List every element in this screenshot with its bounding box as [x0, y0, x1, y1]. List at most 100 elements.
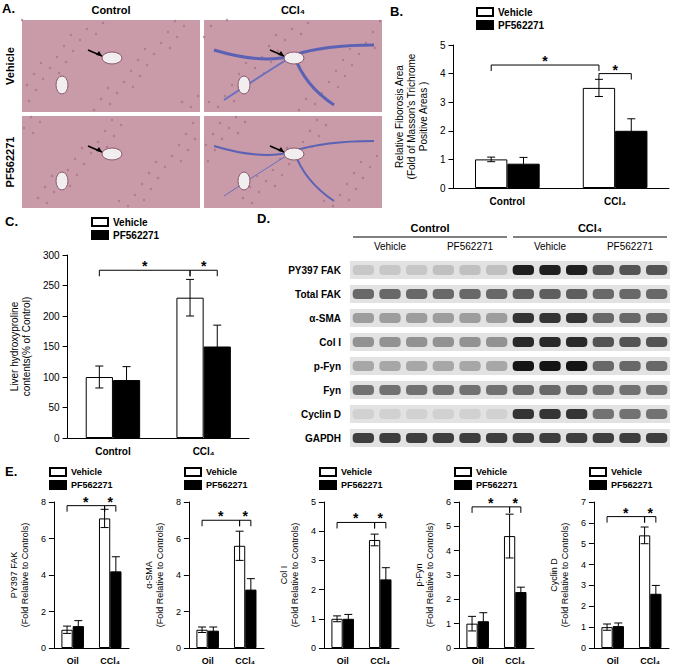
svg-text:A.: A.	[2, 1, 15, 16]
svg-text:2: 2	[440, 125, 446, 136]
svg-text:0: 0	[311, 643, 316, 653]
svg-text:6: 6	[581, 518, 586, 528]
svg-text:4: 4	[581, 560, 586, 570]
svg-text:4: 4	[311, 526, 316, 536]
svg-text:1: 1	[446, 619, 451, 629]
svg-text:PF562271: PF562271	[4, 137, 16, 188]
svg-text:*: *	[488, 495, 494, 511]
svg-text:2: 2	[581, 601, 586, 611]
svg-text:4: 4	[176, 570, 181, 580]
svg-text:0: 0	[581, 643, 586, 653]
svg-text:Vehicle: Vehicle	[374, 241, 407, 252]
svg-text:(Fold Relative to Controls): (Fold Relative to Controls)	[425, 523, 435, 628]
svg-text:contents(% of Control): contents(% of Control)	[21, 297, 32, 397]
svg-text:5: 5	[440, 40, 446, 51]
svg-text:E.: E.	[5, 464, 17, 479]
svg-text:150: 150	[43, 341, 60, 352]
svg-text:(Fold Relative to Controls): (Fold Relative to Controls)	[20, 523, 30, 628]
svg-text:8: 8	[41, 497, 46, 507]
svg-text:Col I: Col I	[319, 337, 341, 348]
svg-text:0: 0	[54, 433, 60, 444]
svg-text:*: *	[83, 494, 89, 510]
svg-text:250: 250	[43, 280, 60, 291]
svg-text:Control: Control	[410, 222, 449, 234]
svg-text:50: 50	[48, 402, 60, 413]
svg-text:Oil: Oil	[472, 656, 484, 666]
svg-text:7: 7	[581, 497, 586, 507]
svg-text:CCl₄: CCl₄	[100, 656, 120, 666]
svg-text:Vehicle: Vehicle	[534, 241, 567, 252]
svg-text:*: *	[647, 505, 653, 521]
svg-text:Positive Areas ): Positive Areas )	[418, 82, 429, 151]
svg-text:*: *	[218, 508, 224, 524]
svg-text:α-SMA: α-SMA	[144, 561, 154, 589]
svg-text:5: 5	[581, 539, 586, 549]
svg-text:6: 6	[41, 534, 46, 544]
svg-text:6: 6	[176, 534, 181, 544]
svg-text:(Fold Relative to Controls): (Fold Relative to Controls)	[155, 523, 165, 628]
svg-text:(Fold Relative to Controls): (Fold Relative to Controls)	[290, 523, 300, 628]
svg-text:PF562271: PF562271	[71, 480, 113, 490]
svg-text:300: 300	[43, 250, 60, 261]
svg-text:3: 3	[311, 555, 316, 565]
svg-text:Oil: Oil	[607, 656, 619, 666]
svg-text:CCl₄: CCl₄	[578, 222, 602, 234]
svg-text:Relative Fiborosis Area: Relative Fiborosis Area	[394, 65, 405, 168]
svg-text:2: 2	[41, 607, 46, 617]
svg-text:100: 100	[43, 372, 60, 383]
svg-text:Vehicle: Vehicle	[113, 217, 148, 228]
svg-text:0: 0	[446, 643, 451, 653]
svg-text:D.: D.	[257, 211, 270, 226]
svg-text:Vehicle: Vehicle	[206, 467, 237, 477]
svg-text:Cyclin D: Cyclin D	[301, 409, 341, 420]
svg-text:0: 0	[41, 643, 46, 653]
svg-text:0: 0	[176, 643, 181, 653]
svg-text:Oil: Oil	[202, 656, 214, 666]
svg-text:Vehicle: Vehicle	[611, 467, 642, 477]
svg-text:1: 1	[311, 614, 316, 624]
svg-text:*: *	[512, 495, 518, 511]
svg-text:4: 4	[41, 570, 46, 580]
svg-text:5: 5	[311, 497, 316, 507]
svg-text:*: *	[542, 53, 548, 69]
svg-text:PF562271: PF562271	[341, 480, 383, 490]
svg-text:Control: Control	[490, 196, 526, 207]
svg-text:6: 6	[446, 497, 451, 507]
svg-text:CCl₄: CCl₄	[505, 656, 525, 666]
svg-text:*: *	[612, 62, 618, 78]
svg-text:4: 4	[440, 68, 446, 79]
svg-text:C.: C.	[5, 214, 18, 229]
svg-text:3: 3	[581, 580, 586, 590]
svg-text:*: *	[142, 258, 148, 274]
svg-text:Vehicle: Vehicle	[71, 467, 102, 477]
svg-text:PY397 FAK: PY397 FAK	[288, 265, 342, 276]
svg-text:(Fold of Masson's Trichrome: (Fold of Masson's Trichrome	[406, 53, 417, 179]
svg-text:Total FAK: Total FAK	[295, 289, 342, 300]
svg-text:2: 2	[311, 585, 316, 595]
svg-text:(Fold Relative to Controls): (Fold Relative to Controls)	[560, 523, 570, 628]
svg-text:PF562271: PF562271	[206, 480, 248, 490]
svg-text:*: *	[377, 510, 383, 526]
svg-text:PY397 FAK: PY397 FAK	[9, 552, 19, 599]
svg-text:*: *	[107, 494, 113, 510]
svg-text:CCl₄: CCl₄	[604, 196, 626, 207]
svg-text:p-Fyn: p-Fyn	[314, 361, 341, 372]
svg-text:Vehicle: Vehicle	[498, 7, 533, 18]
svg-text:p-Fyn: p-Fyn	[414, 563, 424, 586]
svg-text:Control: Control	[91, 4, 130, 16]
svg-text:PF562271: PF562271	[447, 241, 494, 252]
svg-text:4: 4	[446, 546, 451, 556]
svg-text:Cyclin D: Cyclin D	[549, 558, 559, 592]
svg-text:3: 3	[446, 570, 451, 580]
svg-text:PF562271: PF562271	[607, 241, 654, 252]
svg-text:GAPDH: GAPDH	[305, 433, 341, 444]
svg-text:Fyn: Fyn	[323, 385, 341, 396]
svg-text:Vehicle: Vehicle	[341, 467, 372, 477]
svg-text:0: 0	[440, 183, 446, 194]
svg-text:PF562271: PF562271	[476, 480, 518, 490]
svg-text:*: *	[201, 258, 207, 274]
svg-text:3: 3	[440, 97, 446, 108]
svg-text:1: 1	[581, 622, 586, 632]
svg-text:200: 200	[43, 311, 60, 322]
svg-text:Liver hydroxyproline: Liver hydroxyproline	[9, 301, 20, 391]
